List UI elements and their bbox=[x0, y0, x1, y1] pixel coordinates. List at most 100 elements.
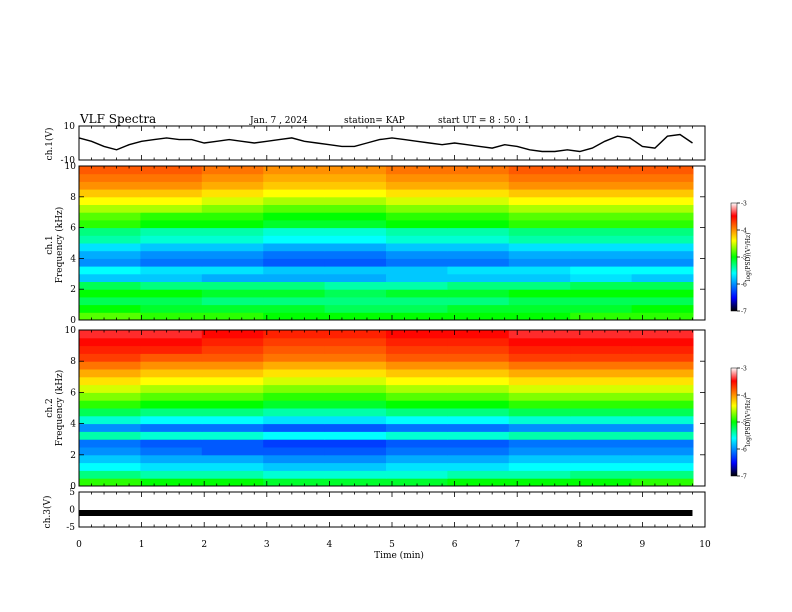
colorbar-tick-label: -4 bbox=[741, 393, 747, 400]
spectrogram-cell bbox=[201, 454, 264, 464]
spectrogram-cell bbox=[508, 227, 571, 236]
spectrogram-cell bbox=[324, 258, 387, 267]
spectrogram-cell bbox=[447, 447, 510, 456]
spectrogram-y-tick-label: 2 bbox=[70, 285, 76, 295]
spectrogram-cell bbox=[324, 423, 387, 432]
ch2-spectrogram-ylabel: ch.2Frequency (kHz) bbox=[45, 370, 65, 447]
spectrogram-cell bbox=[79, 235, 141, 244]
spectrogram-cell bbox=[201, 227, 264, 236]
spectrogram-cell bbox=[263, 173, 326, 182]
spectrogram-cell bbox=[140, 281, 203, 290]
spectrogram-cell bbox=[201, 392, 264, 401]
spectrogram-cell bbox=[140, 235, 203, 244]
spectrogram-cell bbox=[263, 447, 326, 456]
spectrogram-cell bbox=[508, 235, 571, 244]
spectrogram-cell bbox=[79, 273, 141, 282]
spectrogram-cell bbox=[631, 212, 694, 221]
spectrogram-cell bbox=[324, 345, 387, 354]
spectrogram-cell bbox=[570, 204, 633, 213]
spectrogram-cell bbox=[631, 470, 694, 479]
spectrogram-cell bbox=[570, 447, 633, 456]
spectrogram-cell bbox=[631, 258, 694, 267]
ch1-waveform-ylabel: ch.1(V) bbox=[44, 128, 55, 161]
spectrogram-cell bbox=[201, 296, 264, 306]
spectrogram-y-tick-label: 8 bbox=[70, 357, 76, 367]
spectrogram-cell bbox=[631, 235, 694, 244]
spectrogram-cell bbox=[570, 196, 633, 205]
spectrogram-cell bbox=[386, 173, 448, 182]
spectrogram-cell bbox=[570, 415, 633, 425]
spectrogram-cell bbox=[263, 227, 326, 236]
spectrogram-cell bbox=[324, 250, 387, 259]
spectrogram-cell bbox=[79, 369, 141, 378]
spectrogram-cell bbox=[324, 304, 387, 313]
spectrogram-cell bbox=[140, 173, 203, 182]
spectrogram-cell bbox=[447, 462, 510, 471]
spectrogram-cell bbox=[570, 369, 633, 378]
spectrogram-cell bbox=[508, 189, 571, 198]
spectrogram-y-tick-label: 10 bbox=[65, 326, 77, 336]
spectrogram-cell bbox=[508, 330, 571, 339]
spectrogram-cell bbox=[386, 478, 448, 487]
spectrogram-cell bbox=[140, 196, 203, 205]
spectrogram-cell bbox=[386, 462, 448, 471]
spectrogram-cell bbox=[508, 361, 571, 370]
spectrogram-cell bbox=[508, 312, 571, 321]
spectrogram-cell bbox=[508, 204, 571, 213]
spectrogram-cell bbox=[447, 304, 510, 313]
colorbar-label-ch1: log(PSD)(V²/Hz) bbox=[745, 233, 752, 282]
spectrogram-cell bbox=[386, 337, 448, 347]
spectrogram-cell bbox=[201, 289, 264, 298]
x-tick-label: 5 bbox=[389, 540, 395, 550]
spectrogram-cell bbox=[201, 478, 264, 487]
ch1-y-tick-label: 10 bbox=[64, 122, 76, 132]
spectrogram-y-tick-label: 10 bbox=[65, 162, 77, 172]
spectrogram-cell bbox=[140, 447, 203, 456]
x-tick-label: 10 bbox=[699, 540, 711, 550]
spectrogram-cell bbox=[201, 384, 264, 393]
spectrogram-cell bbox=[631, 330, 694, 339]
spectrogram-cell bbox=[324, 212, 387, 221]
spectrogram-cell bbox=[631, 166, 694, 175]
spectrogram-cell bbox=[79, 423, 141, 432]
spectrogram-cell bbox=[201, 353, 264, 362]
spectrogram-cell bbox=[386, 304, 448, 313]
spectrogram-cell bbox=[324, 196, 387, 205]
colorbar-tick-label: -5 bbox=[741, 420, 747, 427]
spectrogram-cell bbox=[631, 423, 694, 432]
spectrogram-cell bbox=[386, 353, 448, 362]
spectrogram-cell bbox=[447, 361, 510, 370]
spectrogram-cell bbox=[324, 266, 387, 275]
spectrogram-cell bbox=[201, 189, 264, 198]
spectrogram-cell bbox=[508, 250, 571, 259]
spectrogram-cell bbox=[508, 454, 571, 464]
spectrogram-cell bbox=[631, 439, 694, 448]
spectrogram-cell bbox=[79, 204, 141, 213]
spectrogram-cell bbox=[631, 369, 694, 378]
spectrogram-cell bbox=[447, 296, 510, 306]
ch1-waveform-frame bbox=[78, 125, 706, 161]
spectrogram-cell bbox=[263, 181, 326, 190]
spectrogram-cell bbox=[447, 330, 510, 339]
ch3-waveform-ylabel: ch.3(V) bbox=[42, 496, 53, 529]
spectrogram-cell bbox=[263, 166, 326, 175]
spectrogram-cell bbox=[263, 189, 326, 198]
spectrogram-cell bbox=[140, 431, 203, 440]
spectrogram-cell bbox=[140, 400, 203, 409]
spectrogram-cell bbox=[508, 258, 571, 267]
spectrogram-cell bbox=[324, 330, 387, 339]
spectrogram-cell bbox=[447, 439, 510, 448]
spectrogram-cell bbox=[79, 189, 141, 198]
spectrogram-cell bbox=[447, 273, 510, 282]
ch1-spectrogram-ylabel: ch.1Frequency (kHz) bbox=[45, 207, 65, 284]
ch1-spectrogram-panel: 0 2 4 6 8 10 bbox=[65, 162, 706, 326]
spectrogram-cell bbox=[324, 189, 387, 198]
spectrogram-cell bbox=[570, 337, 633, 347]
spectrogram-cell bbox=[79, 384, 141, 393]
spectrogram-cell bbox=[570, 400, 633, 409]
spectrogram-cell bbox=[263, 304, 326, 313]
spectrogram-cell bbox=[631, 219, 694, 229]
spectrogram-cell bbox=[263, 384, 326, 393]
spectrogram-cell bbox=[140, 296, 203, 306]
spectrogram-cell bbox=[631, 204, 694, 213]
